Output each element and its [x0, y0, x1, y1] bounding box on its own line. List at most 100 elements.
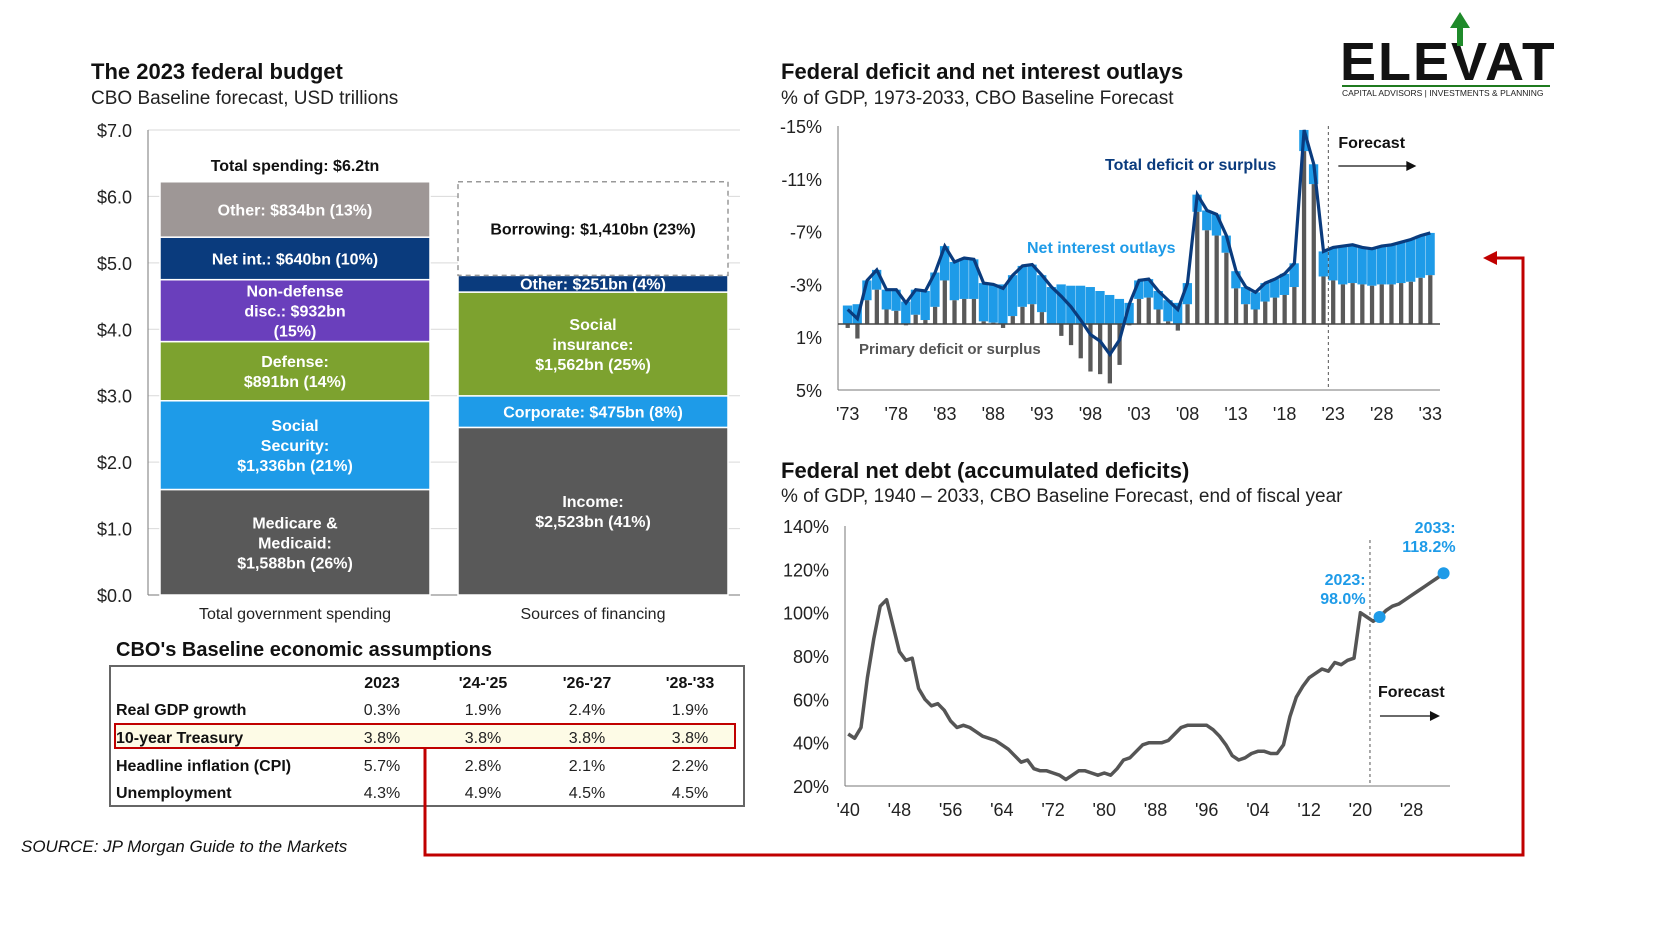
budget-segment-label: $1,562bn (25%): [535, 357, 651, 374]
assumptions-row-label: 10-year Treasury: [116, 730, 243, 747]
deficit-interest-bar: [998, 284, 1008, 324]
deficit-primary-bar: [894, 310, 899, 324]
deficit-primary-bar: [962, 298, 967, 324]
deficit-primary-bar: [1195, 211, 1200, 324]
elevate-logo: ELEVATE CAPITAL ADVISORS | INVESTMENTS &…: [1340, 12, 1554, 98]
assumptions-cell: 3.8%: [364, 730, 400, 747]
deficit-primary-bar: [1078, 324, 1083, 359]
assumptions-header: '28-'33: [666, 675, 715, 692]
budget-ytick-label: $2.0: [97, 453, 132, 473]
debt-subtitle: % of GDP, 1940 – 2033, CBO Baseline Fore…: [781, 486, 1343, 507]
deficit-interest-bar: [1367, 248, 1377, 286]
deficit-primary-bar: [1340, 284, 1346, 324]
debt-xtick-label: '96: [1195, 800, 1218, 820]
deficit-interest-bar: [1328, 247, 1338, 281]
deficit-interest-bar: [1056, 284, 1066, 324]
deficit-ytick-label: -3%: [790, 275, 822, 295]
deficit-primary-bar: [1224, 252, 1229, 324]
deficit-xtick-label: '93: [1030, 404, 1053, 424]
deficit-legend-total: Total deficit or surplus: [1105, 157, 1276, 174]
budget-segment-label: $1,336bn (21%): [237, 458, 353, 475]
assumptions-row-label: Unemployment: [116, 785, 232, 802]
deficit-primary-bar: [1030, 304, 1035, 324]
assumptions-cell: 2.1%: [569, 758, 605, 775]
budget-segment: [159, 180, 431, 238]
deficit-primary-bar: [1408, 281, 1414, 324]
budget-ytick-label: $4.0: [97, 320, 132, 340]
deficit-primary-bar: [1360, 284, 1365, 324]
deficit-primary-bar: [1098, 324, 1103, 375]
debt-annotation-label: 2023:: [1325, 572, 1366, 589]
budget-segment-label: disc.: $932bn: [244, 304, 345, 321]
budget-segment: [159, 236, 431, 281]
deficit-xtick-label: '28: [1370, 404, 1393, 424]
deficit-primary-bar: [1243, 304, 1248, 324]
debt-title: Federal net debt (accumulated deficits): [781, 458, 1190, 483]
assumptions-title: CBO's Baseline economic assumptions: [116, 639, 492, 661]
assumptions-header: 2023: [364, 675, 400, 692]
budget-subtitle: CBO Baseline forecast, USD trillions: [91, 88, 399, 109]
deficit-primary-bar: [942, 280, 947, 324]
deficit-primary-bar: [1350, 283, 1355, 324]
deficit-interest-bar: [959, 258, 969, 299]
assumptions-cell: 4.9%: [465, 785, 501, 802]
debt-annotation-label: 98.0%: [1320, 591, 1365, 608]
budget-total-annotation: Total spending: $6.2tn: [211, 158, 380, 175]
budget-segment: [159, 488, 431, 596]
deficit-ytick-label: -15%: [780, 117, 822, 137]
debt-ytick-label: 20%: [793, 777, 829, 797]
debt-forecast-arrowhead-icon: [1429, 711, 1440, 721]
budget-segment-label: Other: $834bn (13%): [218, 202, 373, 219]
debt-annotation-dot: [1373, 611, 1386, 623]
debt-ytick-label: 40%: [793, 734, 829, 754]
debt-annotation-label: 118.2%: [1402, 539, 1455, 556]
deficit-primary-bar: [864, 300, 870, 324]
debt-ytick-label: 60%: [793, 690, 829, 710]
debt-xtick-label: '40: [836, 800, 859, 820]
budget-segment-label: Security:: [261, 438, 329, 455]
deficit-interest-bar: [842, 305, 853, 324]
assumptions-cell: 5.7%: [364, 758, 400, 775]
assumptions-cell: 2.4%: [569, 702, 605, 719]
budget-ytick-label: $1.0: [97, 520, 132, 540]
debt-xtick-label: '48: [888, 800, 911, 820]
deficit-primary-bar: [1059, 324, 1064, 336]
deficit-interest-bar: [1396, 242, 1406, 284]
budget-title: The 2023 federal budget: [91, 59, 343, 84]
debt-xtick-label: '20: [1349, 800, 1372, 820]
deficit-primary-bar: [1321, 276, 1326, 324]
deficit-primary-bar: [1175, 324, 1180, 331]
assumptions-cell: 4.5%: [569, 785, 605, 802]
deficit-chart: -15% -11% -7% -3% 1% 5% '73 '78 '83 '88 '93 '98 '03 '…: [780, 117, 1442, 424]
deficit-ytick-label: -7%: [790, 223, 822, 243]
debt-xtick-label: '56: [939, 800, 962, 820]
debt-annotation-dot: [1437, 567, 1450, 580]
deficit-xtick-label: '98: [1079, 404, 1102, 424]
source-note: SOURCE: JP Morgan Guide to the Markets: [21, 837, 348, 856]
deficit-ytick-label: 1%: [796, 328, 822, 348]
assumptions-row-label: Real GDP growth: [116, 702, 246, 719]
debt-chart: 20% 40% 60% 80% 100% 120% 140% '40 '48 '56 '64 '72 '…: [783, 517, 1456, 820]
deficit-forecast-label: Forecast: [1338, 135, 1405, 152]
deficit-primary-bar: [1136, 298, 1142, 324]
deficit-primary-bar: [1428, 275, 1433, 324]
assumptions-header: '24-'25: [459, 675, 508, 692]
budget-segment-label: Net int.: $640bn (10%): [212, 251, 378, 268]
deficit-subtitle: % of GDP, 1973-2033, CBO Baseline Foreca…: [781, 88, 1174, 109]
deficit-interest-bar: [1027, 264, 1037, 305]
assumptions-table: 2023 '24-'25 '26-'27 '28-'33 Real GDP growth…: [109, 665, 745, 807]
budget-segment-label: insurance:: [553, 337, 634, 354]
debt-xtick-label: '72: [1041, 800, 1064, 820]
deficit-primary-bar: [1010, 316, 1015, 324]
budget-segment-label: $2,523bn (41%): [535, 514, 651, 531]
deficit-primary-bar: [913, 314, 918, 324]
deficit-interest-bar: [1085, 287, 1095, 324]
budget-segment-label: Social: [271, 418, 318, 435]
logo-wordmark: ELEVATE: [1340, 32, 1554, 92]
budget-ytick-label: $7.0: [97, 121, 132, 141]
deficit-interest-bar: [1114, 298, 1125, 324]
deficit-interest-bar: [1250, 292, 1260, 310]
assumptions-row-label: Headline inflation (CPI): [116, 758, 291, 775]
budget-segment-label: $1,588bn (26%): [237, 555, 353, 572]
debt-annotation-label: 2033:: [1415, 520, 1456, 537]
